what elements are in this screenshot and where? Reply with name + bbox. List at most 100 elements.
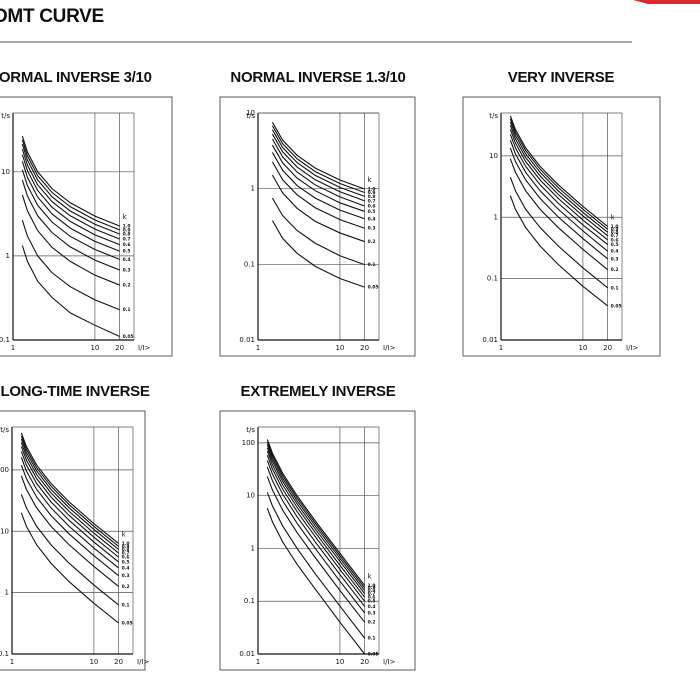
k-value-label: 0.5 <box>368 209 376 215</box>
k-curve <box>21 219 120 311</box>
k-value-label: 0.2 <box>611 267 619 273</box>
k-curve <box>266 466 366 614</box>
k-value-label: 0.05 <box>368 652 379 658</box>
k-value-label: 1.0 <box>123 223 131 229</box>
y-tick-label: 0.01 <box>239 336 255 344</box>
y-axis-label: t/s <box>0 426 9 434</box>
k-value-label: 0.6 <box>611 237 619 243</box>
k-curve <box>21 194 120 286</box>
y-axis-label: t/s <box>246 426 255 434</box>
y-tick-label: 10 <box>246 492 255 500</box>
k-value-label: 0.05 <box>122 620 133 626</box>
k-curve <box>271 129 365 197</box>
k-curve <box>20 512 119 624</box>
k-value-label: 0.9 <box>122 544 130 550</box>
y-tick-label: 0.1 <box>487 275 498 283</box>
k-curve <box>20 435 119 547</box>
k-curve <box>509 118 608 230</box>
y-tick-label: 0.1 <box>244 597 255 605</box>
k-curve <box>271 220 365 288</box>
chart-frame <box>219 410 416 671</box>
k-curve <box>20 438 119 550</box>
k-value-label: 0.1 <box>368 636 376 642</box>
x-tick-label: 10 <box>578 344 587 352</box>
k-curve <box>20 446 119 558</box>
k-curve <box>21 148 120 240</box>
k-curve <box>509 134 608 245</box>
k-curve <box>21 144 120 235</box>
k-curve <box>271 138 365 207</box>
k-value-label: 1.0 <box>611 224 619 230</box>
k-value-label: 0.9 <box>611 227 619 233</box>
brand-accent <box>633 0 700 4</box>
k-value-label: 0.7 <box>122 551 130 557</box>
k-curve <box>271 174 365 243</box>
chart-title: VERY INVERSE <box>508 69 615 86</box>
x-axis-label: I/I> <box>137 658 149 666</box>
chart-frame <box>462 96 661 357</box>
x-tick-label: 10 <box>89 658 98 666</box>
k-curve <box>509 121 608 233</box>
k-value-label: 0.7 <box>368 591 376 597</box>
k-value-label: 0.3 <box>368 226 376 232</box>
k-curve <box>509 140 608 252</box>
k-value-label: 0.8 <box>123 232 131 238</box>
y-tick-label: 1 <box>6 252 10 260</box>
x-axis-label: I/I> <box>138 344 150 352</box>
k-curve <box>271 122 365 190</box>
k-value-label: 0.1 <box>611 285 619 291</box>
x-tick-label: 10 <box>335 344 344 352</box>
y-tick-label: 10 <box>489 152 498 160</box>
k-curve <box>21 179 120 271</box>
k-curve <box>271 152 365 220</box>
k-value-label: 0.5 <box>122 559 130 565</box>
k-value-label: 0.4 <box>368 216 376 222</box>
k-curve <box>266 450 366 598</box>
x-tick-label: 10 <box>335 658 344 666</box>
x-tick-label: 10 <box>90 344 99 352</box>
k-curve <box>21 135 120 227</box>
k-curve <box>271 144 365 212</box>
k-value-label: 0.2 <box>368 239 376 245</box>
x-axis-label: I/I> <box>626 344 638 352</box>
chart-frame <box>0 96 173 357</box>
k-value-label: 0.6 <box>123 242 131 248</box>
x-tick-label: 1 <box>499 344 503 352</box>
k-value-label: 0.05 <box>123 334 134 340</box>
x-axis-label: I/I> <box>383 344 395 352</box>
k-value-label: 0.9 <box>368 585 376 591</box>
k-curve <box>21 245 120 338</box>
k-value-label: 0.5 <box>368 599 376 605</box>
chart-title: NORMAL INVERSE 1.3/10 <box>230 69 405 86</box>
k-value-label: 0.9 <box>368 190 376 196</box>
chart-frame <box>0 410 146 671</box>
k-value-label: 0.1 <box>123 307 131 313</box>
k-curve <box>21 154 120 246</box>
k-value-label: 0.8 <box>368 588 376 594</box>
y-tick-label: 0.1 <box>0 650 9 658</box>
k-curve <box>266 476 366 623</box>
k-value-label: 0.6 <box>368 595 376 601</box>
k-curve <box>271 197 365 266</box>
k-value-label: 0.1 <box>122 602 130 608</box>
k-curve <box>20 464 119 577</box>
k-curve <box>20 442 119 554</box>
k-value-label: 0.6 <box>122 555 130 561</box>
x-tick-label: 20 <box>114 658 123 666</box>
k-value-label: 0.3 <box>368 610 376 616</box>
y-tick-label: 0.01 <box>239 650 255 658</box>
x-tick-label: 20 <box>360 658 369 666</box>
k-curve <box>271 161 365 229</box>
k-curve <box>21 139 120 231</box>
k-value-label: 0.7 <box>123 236 131 242</box>
k-curve <box>509 125 608 237</box>
k-curve <box>266 455 366 602</box>
page-title: DMT CURVE <box>0 6 104 27</box>
y-tick-label: 1 <box>251 185 255 193</box>
k-curve <box>266 441 366 589</box>
k-curve <box>271 133 365 202</box>
k-value-label: 0.2 <box>122 584 130 590</box>
k-value-label: 0.8 <box>611 230 619 236</box>
y-tick-label: 10 <box>246 109 255 117</box>
k-curve <box>266 460 366 607</box>
